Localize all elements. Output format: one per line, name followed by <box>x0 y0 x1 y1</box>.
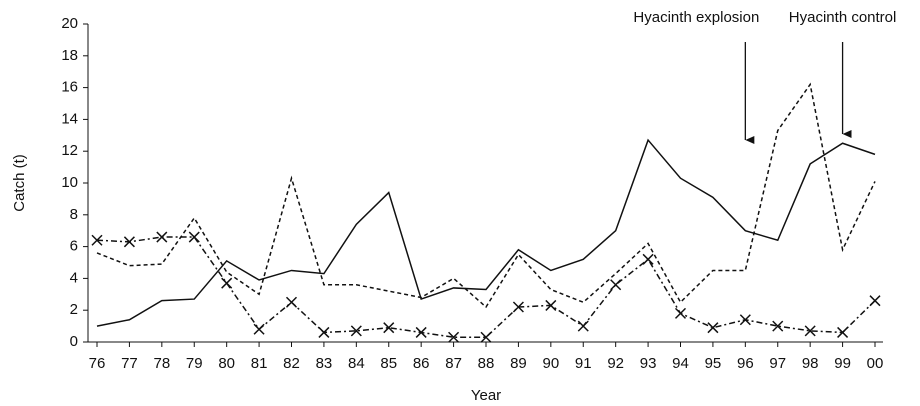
x-marker <box>285 296 298 308</box>
x-tick-label: 92 <box>607 355 624 372</box>
series-line <box>96 236 876 338</box>
x-axis-label: Year <box>471 387 501 404</box>
y-axis-label: Catch (t) <box>11 154 28 212</box>
y-tick-label: 14 <box>61 110 78 127</box>
series-line <box>96 82 876 309</box>
x-marker <box>156 231 168 243</box>
x-marker <box>415 326 427 338</box>
x-tick-label: 82 <box>283 355 300 372</box>
x-tick-label: 85 <box>380 355 397 372</box>
x-tick-label: 91 <box>575 355 592 372</box>
x-marker <box>772 320 784 332</box>
y-tick-label: 8 <box>70 206 78 223</box>
y-tick-label: 20 <box>61 15 78 32</box>
x-marker <box>610 279 622 291</box>
x-tick-label: 99 <box>834 355 851 372</box>
x-marker <box>642 253 654 265</box>
x-marker <box>123 236 135 248</box>
annotation: Hyacinth control <box>789 9 897 26</box>
x-marker <box>674 307 687 319</box>
y-tick-label: 12 <box>61 142 78 159</box>
x-tick-label: 90 <box>542 355 559 372</box>
x-tick-label: 89 <box>510 355 527 372</box>
y-tick-label: 16 <box>61 79 78 96</box>
y-tick-label: 6 <box>70 238 78 255</box>
y-tick-label: 4 <box>70 269 78 286</box>
x-marker <box>707 322 719 334</box>
x-tick-label: 00 <box>867 355 884 372</box>
x-marker <box>221 277 233 289</box>
x-marker <box>383 322 395 334</box>
x-marker <box>837 326 849 338</box>
x-tick-label: 78 <box>153 355 170 372</box>
x-tick-label: 96 <box>737 355 754 372</box>
series-line <box>96 138 876 327</box>
x-marker <box>869 295 881 307</box>
x-tick-label: 80 <box>218 355 235 372</box>
y-tick-label: 10 <box>61 174 78 191</box>
x-tick-label: 81 <box>251 355 268 372</box>
x-tick-label: 84 <box>348 355 365 372</box>
x-marker <box>448 331 460 343</box>
x-marker <box>318 326 330 338</box>
x-tick-label: 79 <box>186 355 203 372</box>
x-tick-label: 77 <box>121 355 138 372</box>
x-tick-label: 98 <box>802 355 819 372</box>
x-marker <box>545 299 557 311</box>
x-marker <box>350 325 362 337</box>
x-tick-label: 88 <box>478 355 495 372</box>
y-tick-label: 0 <box>70 333 78 350</box>
x-tick-label: 76 <box>89 355 106 372</box>
x-marker <box>188 231 200 243</box>
x-tick-label: 86 <box>413 355 430 372</box>
x-marker <box>253 323 265 335</box>
x-tick-label: 97 <box>769 355 786 372</box>
x-tick-label: 95 <box>705 355 722 372</box>
x-marker <box>739 314 751 326</box>
annotation: Hyacinth explosion <box>633 9 759 26</box>
x-tick-label: 93 <box>640 355 657 372</box>
x-marker <box>804 325 816 337</box>
y-tick-label: 2 <box>70 301 78 318</box>
x-marker <box>512 301 524 313</box>
y-tick-label: 18 <box>61 47 78 64</box>
x-tick-label: 83 <box>316 355 333 372</box>
x-tick-label: 87 <box>445 355 462 372</box>
x-marker <box>577 320 589 332</box>
x-marker <box>91 234 103 246</box>
x-marker <box>480 331 492 343</box>
x-tick-label: 94 <box>672 355 689 372</box>
